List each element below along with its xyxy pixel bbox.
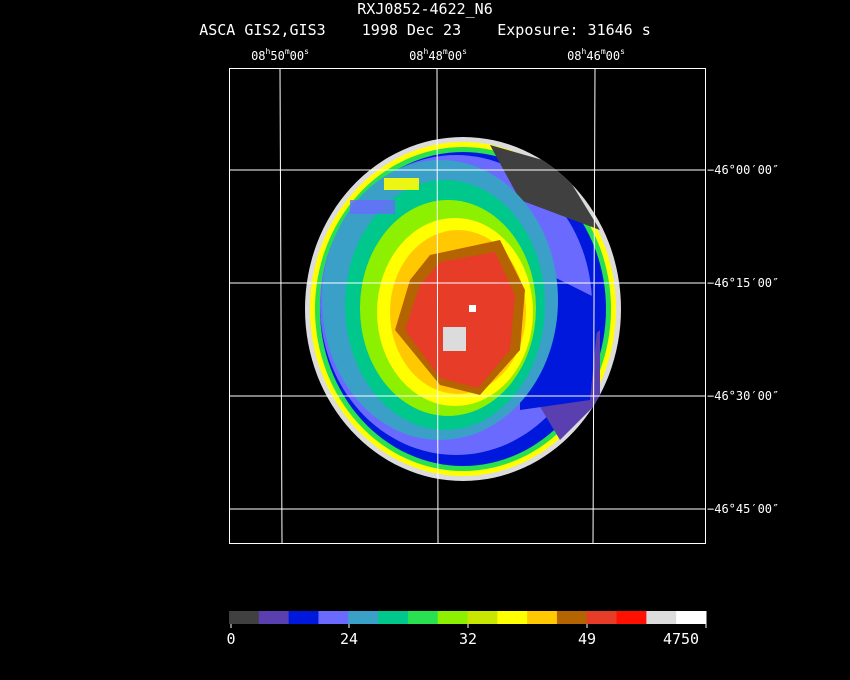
dec-tick-label-30: −46°30′00″	[707, 389, 780, 403]
colorbar-swatch-4	[348, 611, 379, 624]
ra-tick-label-0846: 08h46m00s	[567, 47, 625, 63]
image-subtitle: ASCA GIS2,GIS3 1998 Dec 23 Exposure: 316…	[199, 21, 651, 39]
ra-gridline-0848	[436, 67, 439, 544]
colorbar-swatch-11	[556, 611, 588, 624]
colorbar-label-2: 32	[458, 630, 478, 648]
colorbar-label-3: 49	[577, 630, 597, 648]
dec-tick-label-15: −46°15′00″	[707, 276, 780, 290]
colorbar-label-0: 0	[226, 630, 236, 648]
colorbar-swatch-15	[676, 611, 707, 624]
colorbar-label-4: 4750	[662, 630, 700, 648]
colorbar-swatch-1	[258, 611, 290, 624]
colorbar-swatch-9	[497, 611, 528, 624]
colorbar-swatch-5	[378, 611, 409, 624]
colorbar-swatch-7	[437, 611, 468, 624]
dec-tick-label-45: −46°45′00″	[707, 502, 780, 516]
colorbar-swatch-2	[288, 611, 319, 624]
colorbar-swatch-14	[646, 611, 677, 624]
colorbar-swatch-13	[616, 611, 647, 624]
ra-gridline-0846	[592, 67, 596, 544]
colorbar-label-1: 24	[339, 630, 359, 648]
colorbar-swatch-6	[407, 611, 439, 624]
intensity-map	[305, 137, 621, 481]
colorbar-swatch-0	[229, 611, 260, 624]
colorbar-swatch-3	[318, 611, 349, 624]
plot-frame	[229, 68, 706, 544]
ra-tick-label-0848: 08h48m00s	[409, 47, 467, 63]
colorbar-swatch-10	[527, 611, 558, 624]
image-title: RXJ0852-4622_N6	[357, 0, 493, 18]
dec-tick-label-0: −46°00′00″	[707, 163, 780, 177]
colorbar	[229, 611, 707, 628]
colorbar-swatch-12	[586, 611, 618, 624]
ra-gridline-0850	[279, 67, 283, 544]
colorbar-swatch-8	[467, 611, 498, 624]
coordinate-grid	[229, 67, 706, 544]
ra-tick-label-0850: 08h50m00s	[251, 47, 309, 63]
